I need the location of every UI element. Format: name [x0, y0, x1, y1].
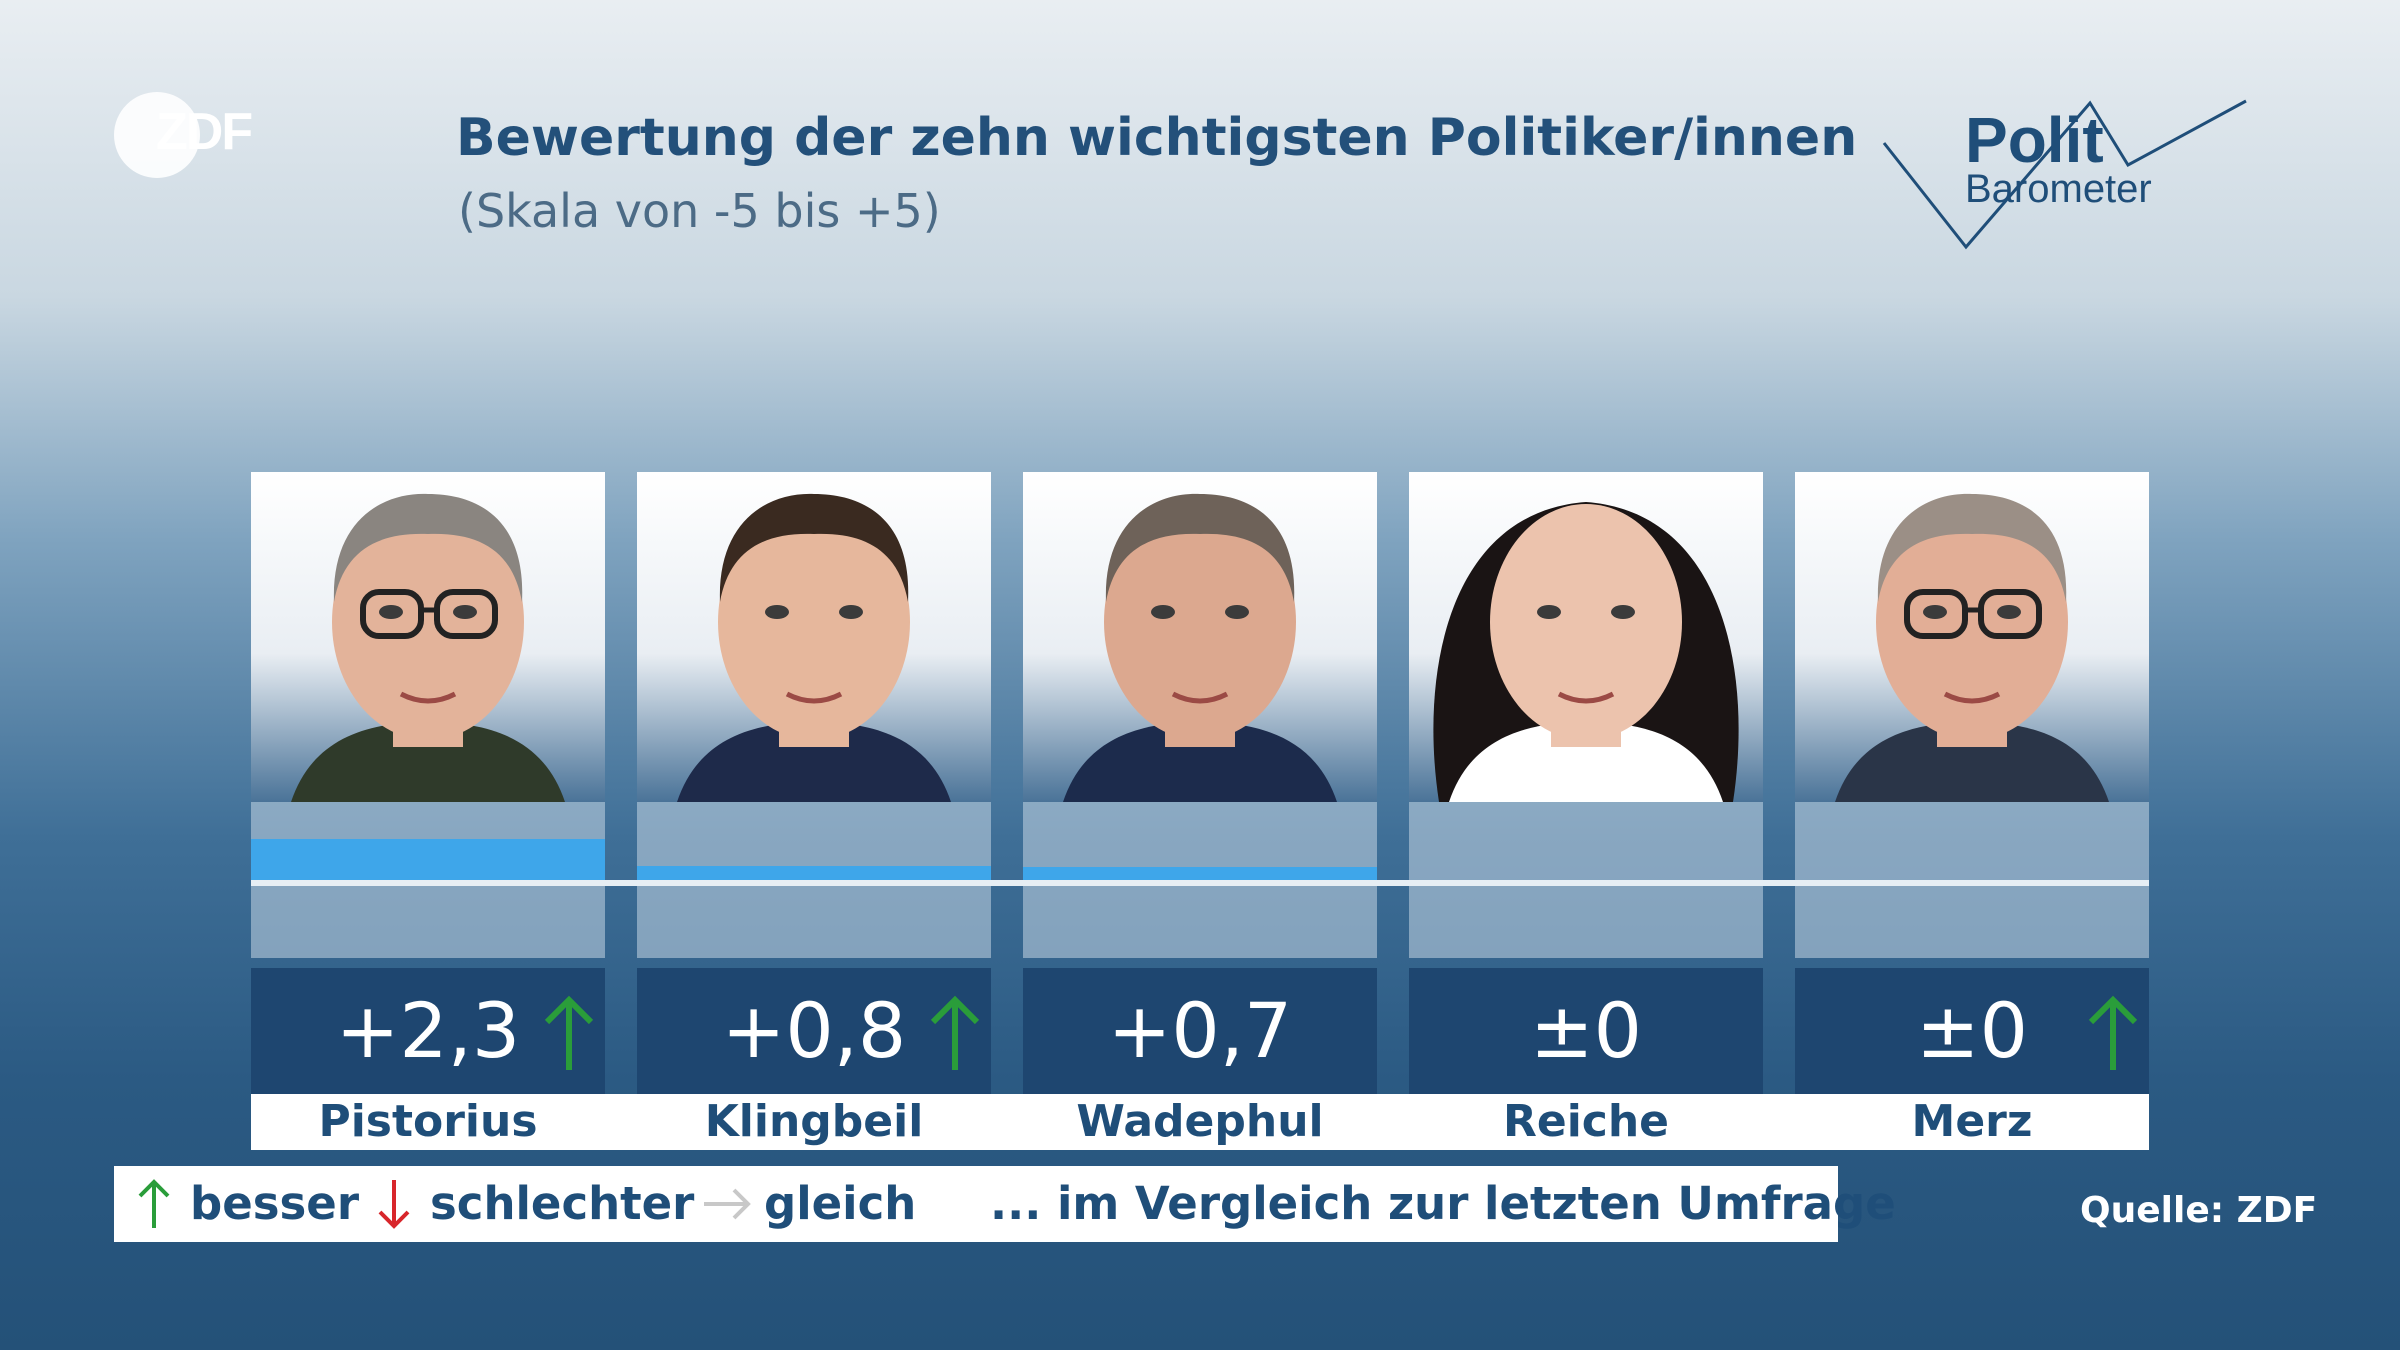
zero-line: [251, 880, 2149, 886]
politician-name: Wadephul: [1023, 1094, 1377, 1150]
arrow-down-red-icon: [378, 1180, 410, 1229]
chart-subtitle: (Skala von -5 bis +5): [458, 184, 941, 238]
value-box: ±0: [1409, 968, 1763, 1094]
arrow-up-green-icon: [138, 1179, 170, 1228]
politician-name: Pistorius: [251, 1094, 605, 1150]
brand-line1: Polit: [1965, 104, 2104, 176]
portrait-image: [637, 472, 991, 802]
value-box: +0,7: [1023, 968, 1377, 1094]
brand-line2: Barometer: [1965, 167, 2152, 211]
politbarometer-logo: Polit Barometer: [1880, 95, 2260, 265]
value-bar: [1023, 867, 1377, 880]
value-bar: [637, 866, 991, 880]
legend-worse: schlechter: [430, 1177, 695, 1230]
politician-name: Merz: [1795, 1094, 2149, 1150]
politician-photo: [1795, 472, 2149, 802]
politician-photo: [1409, 472, 1763, 802]
politician-photo: [251, 472, 605, 802]
name-strip-gap: [605, 1094, 637, 1150]
zdf-logo-disc: [114, 92, 200, 178]
source-label: Quelle: ZDF: [2080, 1190, 2318, 1231]
portrait-image: [1023, 472, 1377, 802]
politician-name: Klingbeil: [637, 1094, 991, 1150]
portrait-image: [1795, 472, 2149, 802]
portrait-image: [1409, 472, 1763, 802]
chart-title: Bewertung der zehn wichtigsten Politiker…: [456, 108, 1858, 168]
legend-same: gleich: [764, 1177, 917, 1230]
politician-name: Reiche: [1409, 1094, 1763, 1150]
barometer-line-icon: [1882, 99, 2247, 250]
value-label: +0,7: [1107, 986, 1293, 1075]
arrow-right-grey-icon: [704, 1188, 751, 1220]
legend-better: besser: [190, 1177, 360, 1230]
name-strip-gap: [1763, 1094, 1795, 1150]
legend: besser schlechter gleich ... im Vergleic…: [114, 1166, 1896, 1242]
trend-up-arrow-icon: [930, 995, 980, 1070]
zdf-logo: ZDF: [112, 88, 282, 184]
value-box: +2,3: [251, 968, 605, 1094]
legend-note: ... im Vergleich zur letzten Umfrage: [990, 1177, 1896, 1230]
politician-photo: [1023, 472, 1377, 802]
value-label: ±0: [1915, 986, 2029, 1075]
politician-photo: [637, 472, 991, 802]
portrait-image: [251, 472, 605, 802]
trend-up-arrow-icon: [2088, 995, 2138, 1070]
value-bar: [251, 839, 605, 880]
trend-up-arrow-icon: [544, 995, 594, 1070]
name-strip-gap: [1377, 1094, 1409, 1150]
zdf-logo-text: ZDF: [156, 103, 253, 161]
name-strip-gap: [991, 1094, 1023, 1150]
value-label: ±0: [1529, 986, 1643, 1075]
value-box: ±0: [1795, 968, 2149, 1094]
value-label: +0,8: [721, 986, 907, 1075]
value-label: +2,3: [335, 986, 521, 1075]
value-box: +0,8: [637, 968, 991, 1094]
